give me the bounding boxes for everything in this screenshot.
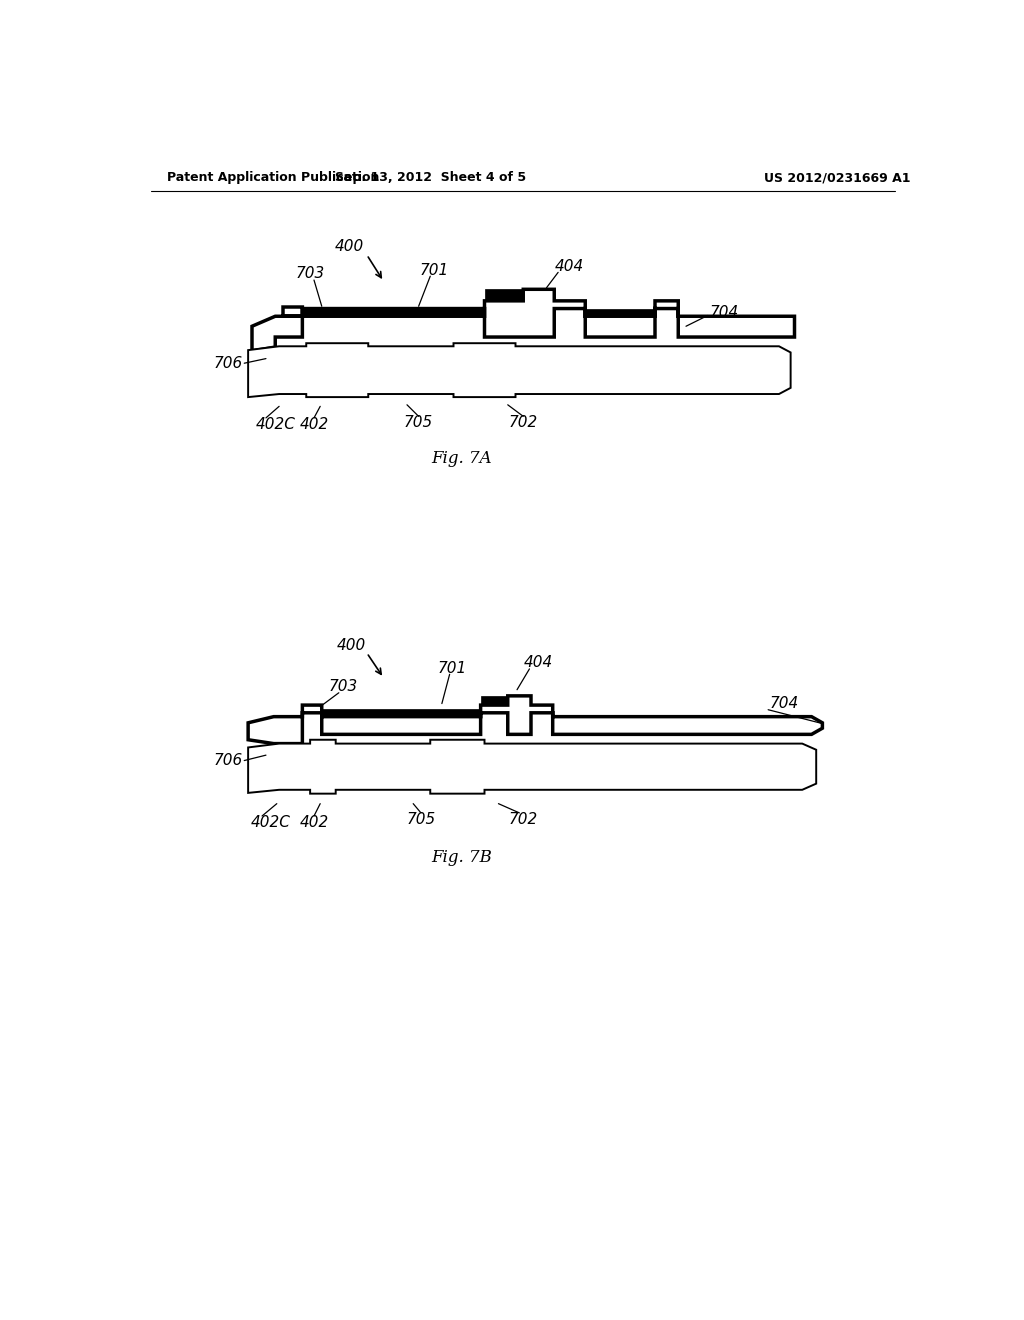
Text: 404: 404 [524,655,553,671]
Text: 402C: 402C [256,417,296,432]
Text: 402C: 402C [251,814,291,830]
Polygon shape [248,696,822,743]
Text: 702: 702 [509,812,538,826]
Text: 701: 701 [437,660,467,676]
Text: 404: 404 [555,259,585,273]
Text: 402: 402 [300,814,330,830]
Text: 400: 400 [334,239,364,255]
Polygon shape [252,289,795,351]
Text: 701: 701 [420,263,449,277]
Text: 703: 703 [329,678,358,694]
Polygon shape [586,309,655,317]
Text: 706: 706 [213,752,243,768]
Text: 705: 705 [404,414,433,430]
Polygon shape [248,343,791,397]
Polygon shape [322,709,480,717]
Polygon shape [484,289,523,301]
Text: 400: 400 [337,638,366,652]
Text: 704: 704 [710,305,738,319]
Polygon shape [302,309,484,317]
Text: Patent Application Publication: Patent Application Publication [167,172,379,185]
Text: 705: 705 [407,812,435,826]
Polygon shape [480,696,508,705]
Text: Fig. 7A: Fig. 7A [431,450,492,467]
Text: Sep. 13, 2012  Sheet 4 of 5: Sep. 13, 2012 Sheet 4 of 5 [335,172,525,185]
Text: 703: 703 [296,267,325,281]
Text: US 2012/0231669 A1: US 2012/0231669 A1 [764,172,910,185]
Polygon shape [248,739,816,793]
Text: 702: 702 [509,414,538,430]
Text: 704: 704 [770,696,799,711]
Text: Fig. 7B: Fig. 7B [431,849,492,866]
Text: 706: 706 [213,355,243,371]
Text: 402: 402 [300,417,330,432]
